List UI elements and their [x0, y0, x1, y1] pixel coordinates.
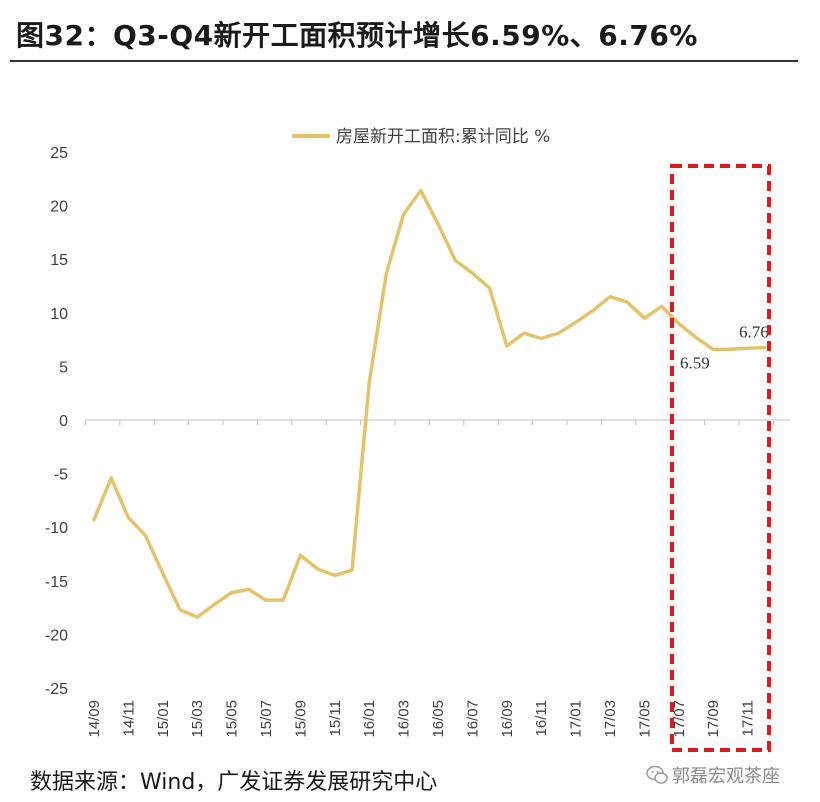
x-tick-label: 15/03 — [189, 700, 206, 738]
x-tick-label: 16/07 — [464, 700, 481, 738]
legend-label: 房屋新开工面积:累计同比 % — [336, 127, 550, 147]
y-tick-label: 0 — [59, 413, 68, 430]
x-tick-label: 16/09 — [499, 700, 516, 738]
highlight-box — [670, 164, 771, 752]
x-tick-label: 14/09 — [86, 700, 103, 738]
x-tick-label: 17/05 — [636, 700, 653, 738]
x-tick-label: 17/07 — [671, 700, 688, 738]
y-tick-label: 15 — [50, 252, 68, 269]
x-tick-label: 15/01 — [155, 700, 172, 738]
x-tick-label: 15/09 — [292, 700, 309, 738]
x-tick-label: 16/01 — [361, 700, 378, 738]
x-tick-label: 17/01 — [568, 700, 585, 738]
x-tick-label: 17/09 — [705, 700, 722, 738]
y-tick-label: -20 — [45, 627, 68, 644]
x-tick-label: 17/11 — [740, 700, 757, 736]
x-tick-label: 14/11 — [120, 700, 137, 736]
x-tick-label: 15/05 — [224, 700, 241, 738]
data-label-6-76: 6.76 — [739, 323, 769, 342]
y-tick-label: -25 — [45, 681, 68, 698]
page-title: 图32：Q3-Q4新开工面积预计增长6.59%、6.76% — [16, 19, 698, 52]
x-tick-label: 15/07 — [258, 700, 275, 738]
source-note: 数据来源：Wind，广发证券发展研究中心 — [30, 770, 438, 795]
y-tick-label: 5 — [59, 359, 68, 376]
y-tick-label: 10 — [50, 306, 68, 323]
wechat-icon — [646, 765, 668, 784]
x-tick-label: 15/11 — [327, 700, 344, 736]
watermark-text: 郭磊宏观茶座 — [672, 766, 780, 787]
x-tick-label: 17/03 — [602, 700, 619, 738]
y-tick-label: -15 — [45, 574, 68, 591]
data-label-6-59: 6.59 — [680, 353, 710, 372]
title-divider — [10, 60, 798, 62]
x-tick-label: 16/05 — [430, 700, 447, 738]
y-tick-label: -5 — [54, 467, 68, 484]
y-tick-label: -10 — [45, 520, 68, 537]
x-tick-label: 16/11 — [533, 700, 550, 736]
y-tick-label: 25 — [50, 145, 68, 162]
x-tick-label: 16/03 — [396, 700, 413, 738]
y-tick-label: 20 — [50, 199, 68, 216]
watermark: 郭磊宏观茶座 — [646, 762, 780, 788]
series-line — [92, 188, 767, 619]
